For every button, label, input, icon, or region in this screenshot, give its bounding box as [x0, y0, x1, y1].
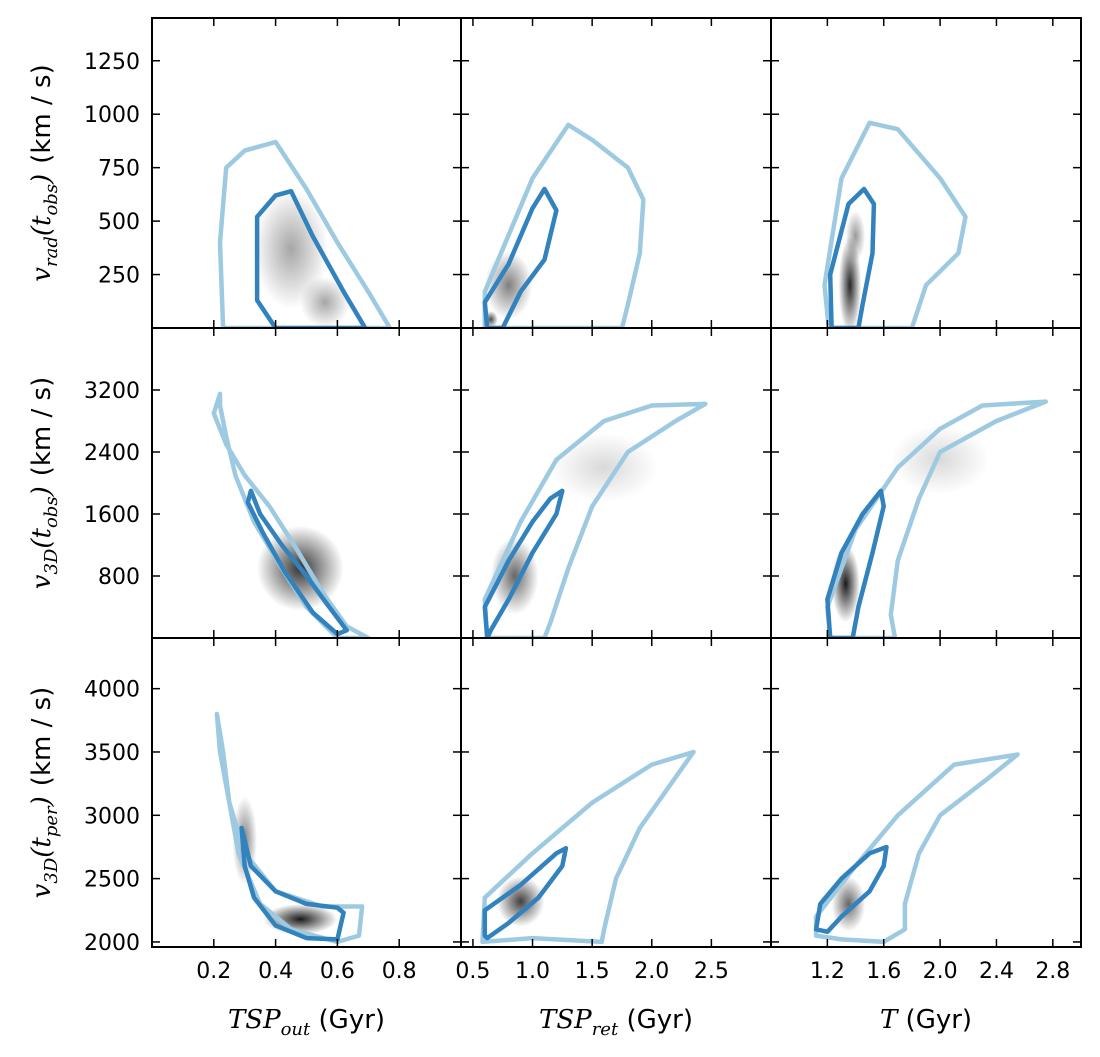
label-part: obs	[41, 184, 62, 216]
label-part: obs	[41, 496, 62, 528]
x-tick-label: 0.2	[196, 959, 231, 984]
y-axis-label-vrad: vrad(tobs) (km / s)	[27, 64, 62, 281]
x-tick-label: 2.0	[923, 959, 958, 984]
label-part: (Gyr)	[310, 1005, 385, 1035]
x-tick-label: 1.0	[515, 959, 550, 984]
panel-v3d_obs-tsp_ret	[460, 327, 772, 639]
contour-inner	[825, 488, 886, 638]
label-part: per	[41, 805, 62, 837]
contour-inner	[482, 845, 569, 941]
label-part: t	[27, 527, 57, 538]
label-part: T	[880, 1005, 899, 1035]
label-part: (Gyr)	[618, 1005, 693, 1035]
y-tick-label: 1000	[84, 103, 140, 128]
label-part: 3D	[41, 548, 62, 574]
x-tick-label: 0.4	[258, 959, 293, 984]
label-part: )	[27, 796, 57, 807]
contour-outer	[217, 139, 393, 328]
label-part: v	[27, 574, 57, 589]
label-part: t	[27, 837, 57, 848]
x-axis-label-tsp_out: TSPout (Gyr)	[228, 1005, 385, 1040]
contour-outer	[822, 120, 968, 328]
x-tick-label: 1.5	[575, 959, 610, 984]
contour-inner	[813, 844, 889, 935]
y-tick-label: 750	[98, 157, 140, 182]
density-blob	[845, 210, 866, 262]
density-blob	[890, 424, 990, 495]
y-tick-label: 3200	[84, 379, 140, 404]
x-tick-label: 2.8	[1035, 959, 1070, 984]
contour-outer	[482, 122, 646, 328]
contour-inner	[239, 825, 346, 942]
label-part: TSP	[539, 1005, 592, 1035]
x-tick-label: 0.8	[382, 959, 417, 984]
label-part: (km / s)	[27, 377, 57, 477]
contour-outer	[211, 391, 371, 638]
y-tick-label: 2000	[84, 931, 140, 956]
x-tick-label: 1.6	[866, 959, 901, 984]
y-tick-label: 2400	[84, 441, 140, 466]
label-part: ret	[592, 1019, 619, 1040]
panel-v3d_per-tsp_out	[151, 637, 462, 948]
x-tick-label: 2.4	[979, 959, 1014, 984]
x-tick-label: 2.5	[694, 959, 729, 984]
panel-vrad-tsp_out	[151, 17, 462, 329]
contour-inner	[245, 488, 349, 637]
label-part: t	[27, 215, 57, 226]
x-axis-label-t_total: T (Gyr)	[880, 1005, 972, 1035]
panel-vrad-tsp_ret	[460, 17, 772, 329]
y-axis-label-v3d_obs: v3D(tobs) (km / s)	[27, 377, 62, 589]
label-part: (km / s)	[27, 687, 57, 787]
density-blob	[496, 876, 545, 927]
labels-layer: 250 500 750 1000 1250 800 1600 2400 3200 2000 2500…	[27, 50, 1070, 1040]
panel-frame	[770, 637, 1082, 948]
panel-frame	[770, 17, 1082, 329]
x-tick-label: 1.2	[810, 959, 845, 984]
contour-inner	[827, 186, 877, 328]
contour-inner	[482, 488, 565, 638]
y-tick-label: 250	[98, 264, 140, 289]
label-part: )	[27, 486, 57, 497]
contour-inner	[254, 188, 368, 328]
label-part: (	[27, 847, 57, 858]
y-tick-label: 500	[98, 210, 140, 235]
contour-outer	[825, 399, 1049, 638]
label-part: (	[27, 538, 57, 549]
label-part: )	[27, 174, 57, 185]
label-part: v	[27, 267, 57, 282]
contour-outer	[480, 749, 696, 945]
contour-outer	[214, 711, 365, 945]
panel-v3d_per-t_total	[770, 637, 1082, 948]
label-part: rad	[41, 236, 62, 267]
y-tick-label: 3000	[84, 804, 140, 829]
y-tick-label: 800	[98, 565, 140, 590]
x-tick-label: 0.5	[455, 959, 490, 984]
label-part: v	[27, 883, 57, 898]
x-axis-label-tsp_ret: TSPret (Gyr)	[539, 1005, 693, 1040]
panel-v3d_obs-tsp_out	[151, 327, 462, 639]
panels-layer	[151, 17, 1082, 948]
x-tick-label: 2.0	[634, 959, 669, 984]
label-part: out	[281, 1019, 311, 1040]
y-tick-label: 2500	[84, 868, 140, 893]
y-axis-label-v3d_per: v3D(tper) (km / s)	[27, 687, 62, 899]
density-blob	[253, 189, 329, 309]
contour-inner	[482, 186, 559, 328]
label-part: (Gyr)	[897, 1005, 972, 1035]
y-tick-label: 1250	[84, 50, 140, 75]
density-blob	[300, 276, 350, 328]
panel-vrad-t_total	[770, 17, 1082, 329]
y-tick-label: 4000	[84, 678, 140, 703]
label-part: TSP	[228, 1005, 281, 1035]
label-part: (km / s)	[27, 64, 57, 164]
label-part: 3D	[41, 857, 62, 883]
contour-outer	[482, 401, 708, 638]
panel-v3d_obs-t_total	[770, 327, 1082, 639]
x-tick-label: 0.6	[320, 959, 355, 984]
panel-v3d_per-tsp_ret	[460, 637, 772, 948]
y-tick-label: 1600	[84, 503, 140, 528]
y-tick-label: 3500	[84, 741, 140, 766]
label-part: (	[27, 225, 57, 236]
